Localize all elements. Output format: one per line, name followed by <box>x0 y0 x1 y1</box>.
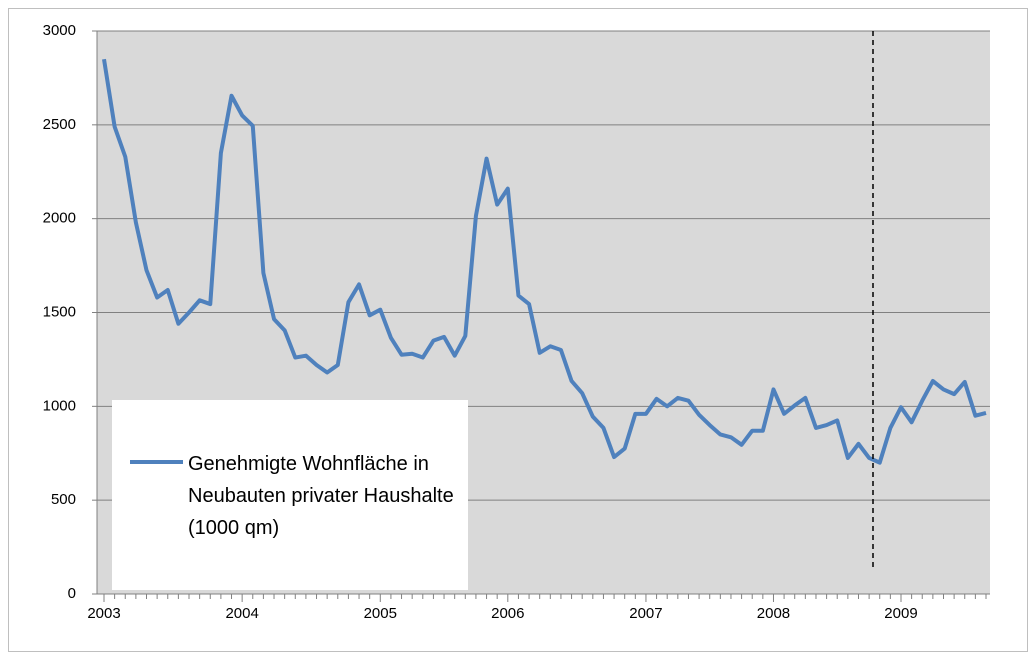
legend: Genehmigte Wohnfläche in Neubauten priva… <box>112 400 468 590</box>
x-tick-label: 2007 <box>629 605 662 622</box>
data-line <box>102 58 987 465</box>
y-tick-label: 0 <box>68 585 76 602</box>
y-tick-label: 500 <box>51 491 76 508</box>
x-tick-label: 2004 <box>225 605 258 622</box>
y-tick-label: 2500 <box>43 116 76 133</box>
legend-swatch-box <box>130 460 183 464</box>
x-tick-label: 2009 <box>884 605 917 622</box>
x-tick-label: 2005 <box>364 605 397 622</box>
legend-label: Genehmigte Wohnfläche in Neubauten priva… <box>188 453 454 539</box>
x-tick-label: 2008 <box>757 605 790 622</box>
x-tick-label: 2003 <box>87 605 120 622</box>
y-tick-label: 1000 <box>43 397 76 414</box>
y-tick-label: 3000 <box>43 22 76 39</box>
y-tick-label: 1500 <box>43 303 76 320</box>
y-tick-label: 2000 <box>43 210 76 227</box>
x-tick-label: 2006 <box>491 605 524 622</box>
